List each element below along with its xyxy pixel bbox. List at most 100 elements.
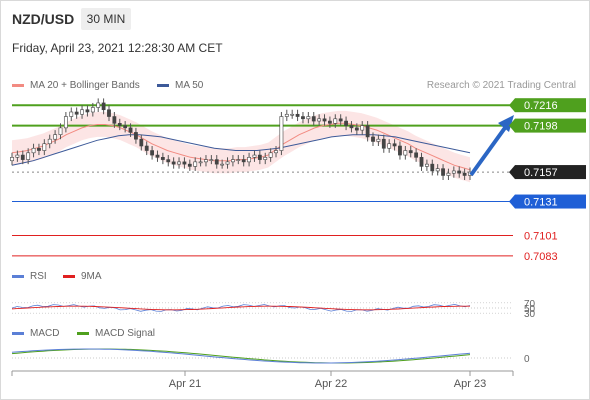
candle-body-44 — [247, 157, 251, 163]
level-label-pointer-3 — [509, 194, 515, 209]
level-label-0: 0.7216 — [524, 100, 558, 112]
x-tick-label-2: Apr 23 — [454, 378, 486, 390]
x-tick-label-1: Apr 22 — [315, 378, 347, 390]
candle-body-43 — [241, 159, 246, 163]
legend-rsi: RSI — [12, 271, 47, 282]
macd-zero-label: 0 — [524, 354, 530, 365]
candle-body-65 — [360, 125, 365, 131]
candle-body-50 — [279, 116, 284, 151]
candle-body-30 — [171, 161, 176, 165]
candle-body-51 — [284, 113, 289, 117]
candle-body-81 — [446, 172, 451, 176]
candle-body-24 — [139, 138, 144, 147]
candle-body-67 — [371, 136, 375, 142]
level-label-bg-1 — [515, 118, 586, 133]
level-label-bg-2 — [515, 165, 586, 180]
macd-signal-line — [11, 348, 471, 364]
candle-body-58 — [322, 118, 327, 122]
candle-body-54 — [301, 116, 305, 120]
candle-body-83 — [457, 170, 462, 174]
legend-ma20: MA 20 + Bollinger Bands — [12, 80, 140, 91]
candle-body-70 — [387, 143, 392, 149]
candle-body-15 — [90, 107, 95, 113]
candle-body-31 — [177, 161, 181, 165]
candle-body-23 — [134, 132, 138, 140]
candle-body-48 — [268, 152, 273, 158]
rsi-swatch — [12, 275, 24, 278]
candle-body-20 — [117, 123, 122, 126]
ma20-swatch — [12, 84, 24, 87]
level-label-2: 0.7157 — [524, 167, 558, 179]
candle-body-53 — [295, 113, 300, 117]
candle-body-49 — [274, 150, 278, 154]
level-label-pointer-2 — [509, 165, 515, 180]
level-label-3: 0.7131 — [524, 197, 558, 209]
candle-body-7 — [47, 138, 52, 145]
candle-body-66 — [365, 125, 370, 138]
candle-body-64 — [354, 127, 359, 131]
candle-body-18 — [107, 109, 111, 117]
x-tick-label-0: Apr 21 — [169, 378, 201, 390]
candle-body-82 — [451, 170, 456, 174]
credit-label: Research © 2021 Trading Central — [426, 80, 576, 91]
candle-body-77 — [424, 163, 429, 167]
candle-body-8 — [53, 134, 58, 140]
forecast-arrow-shaft — [469, 123, 509, 177]
candle-body-57 — [317, 118, 322, 122]
candle-body-40 — [225, 161, 230, 165]
candle-body-73 — [403, 150, 408, 156]
rsi-ma-swatch — [63, 275, 75, 278]
rsi-level-label-0: 70 — [524, 299, 536, 310]
level-label-bg-0 — [515, 98, 586, 113]
candle-body-33 — [187, 163, 192, 167]
candle-body-56 — [311, 116, 316, 122]
candle-body-13 — [80, 109, 84, 115]
candle-body-42 — [236, 159, 241, 161]
candle-body-62 — [344, 120, 348, 126]
candle-body-22 — [128, 127, 133, 133]
candle-body-52 — [290, 113, 295, 116]
candle-body-38 — [214, 159, 219, 165]
candle-body-21 — [123, 125, 128, 129]
candle-body-17 — [101, 102, 106, 111]
legend-ma20-label: MA 20 + Bollinger Bands — [30, 80, 140, 91]
candle-body-79 — [435, 168, 440, 172]
candle-body-5 — [37, 147, 41, 151]
candle-body-84 — [462, 172, 467, 176]
level-label-bg-3 — [515, 194, 586, 209]
ma50-swatch — [157, 84, 169, 87]
macd-swatch — [12, 332, 24, 335]
candle-body-59 — [328, 120, 332, 124]
candle-body-39 — [220, 163, 225, 166]
candle-body-76 — [419, 157, 424, 167]
candle-body-26 — [150, 150, 154, 156]
candle-body-9 — [58, 127, 63, 135]
candle-body-32 — [182, 161, 187, 165]
timeframe-selector[interactable]: 30 MIN — [81, 8, 131, 30]
datetime-label: Friday, April 23, 2021 12:28:30 AM CET — [12, 41, 223, 55]
legend-macd-signal-label: MACD Signal — [95, 328, 156, 339]
legend-rsi-ma-label: 9MA — [81, 271, 102, 282]
legend-macd-signal: MACD Signal — [77, 328, 155, 339]
rsi-level-label-1: 50 — [524, 304, 536, 315]
candle-body-75 — [414, 152, 419, 158]
candle-body-80 — [441, 168, 445, 176]
legend-ma50: MA 50 — [157, 80, 203, 91]
legend-ma50-label: MA 50 — [175, 80, 204, 91]
candle-body-45 — [252, 154, 257, 158]
candle-body-10 — [63, 116, 68, 129]
candle-body-36 — [204, 159, 208, 163]
symbol-title: NZD/USD — [12, 11, 75, 27]
ma20-line — [11, 122, 471, 171]
level-label-pointer-1 — [509, 118, 515, 133]
level-label-pointer-0 — [509, 98, 515, 113]
candle-body-78 — [430, 163, 435, 172]
candle-body-27 — [155, 154, 160, 158]
candle-body-61 — [338, 118, 343, 122]
candle-body-1 — [15, 154, 20, 158]
candle-body-60 — [333, 118, 338, 124]
macd-line — [11, 348, 471, 364]
candle-body-55 — [306, 116, 311, 120]
candle-body-46 — [257, 154, 262, 160]
candle-body-4 — [31, 147, 36, 154]
